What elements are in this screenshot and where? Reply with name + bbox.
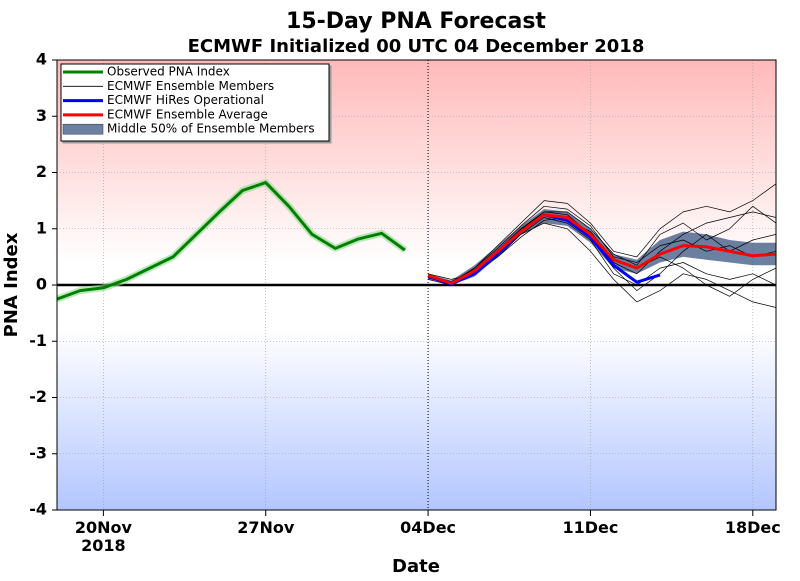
y-tick-label: 3 — [36, 106, 47, 125]
y-tick-label: 0 — [36, 275, 47, 294]
y-tick-label: 4 — [36, 50, 47, 69]
legend-swatch — [62, 123, 104, 135]
y-tick-label: -2 — [29, 387, 47, 406]
axes: -4 -3 -2 -1 0 1 2 3 4 20Nov 2018 27Nov 04Dec 11Dec 18D… — [29, 50, 781, 555]
x-tick-label: 18Dec — [725, 518, 781, 537]
y-tick-label: 2 — [36, 162, 47, 181]
legend-label: Middle 50% of Ensemble Members — [107, 122, 315, 136]
x-tick-label: 20Nov 2018 — [75, 518, 133, 555]
legend-label: Observed PNA Index — [107, 65, 230, 79]
x-tick-label: 04Dec — [400, 518, 456, 537]
legend-label: ECMWF HiRes Operational — [107, 93, 264, 107]
x-axis-title: Date — [392, 556, 440, 577]
average-line — [427, 213, 776, 285]
y-tick-label: -1 — [29, 331, 47, 350]
plot-area — [57, 60, 776, 510]
y-tick-label: 1 — [36, 218, 47, 237]
y-tick-label: -3 — [29, 443, 47, 462]
y-tick-label: -4 — [29, 500, 47, 519]
chart-title: 15-Day PNA Forecast — [286, 9, 546, 34]
x-tick-label: 11Dec — [563, 518, 619, 537]
x-tick-label: 27Nov — [237, 518, 295, 537]
legend-label: ECMWF Ensemble Average — [107, 107, 268, 121]
ensemble-member — [428, 183, 776, 283]
observed-line — [57, 181, 406, 301]
y-axis-title: PNA Index — [1, 232, 22, 337]
chart-subtitle: ECMWF Initialized 00 UTC 04 December 201… — [188, 36, 645, 57]
legend-box — [60, 63, 330, 142]
legend-label: ECMWF Ensemble Members — [107, 79, 274, 93]
